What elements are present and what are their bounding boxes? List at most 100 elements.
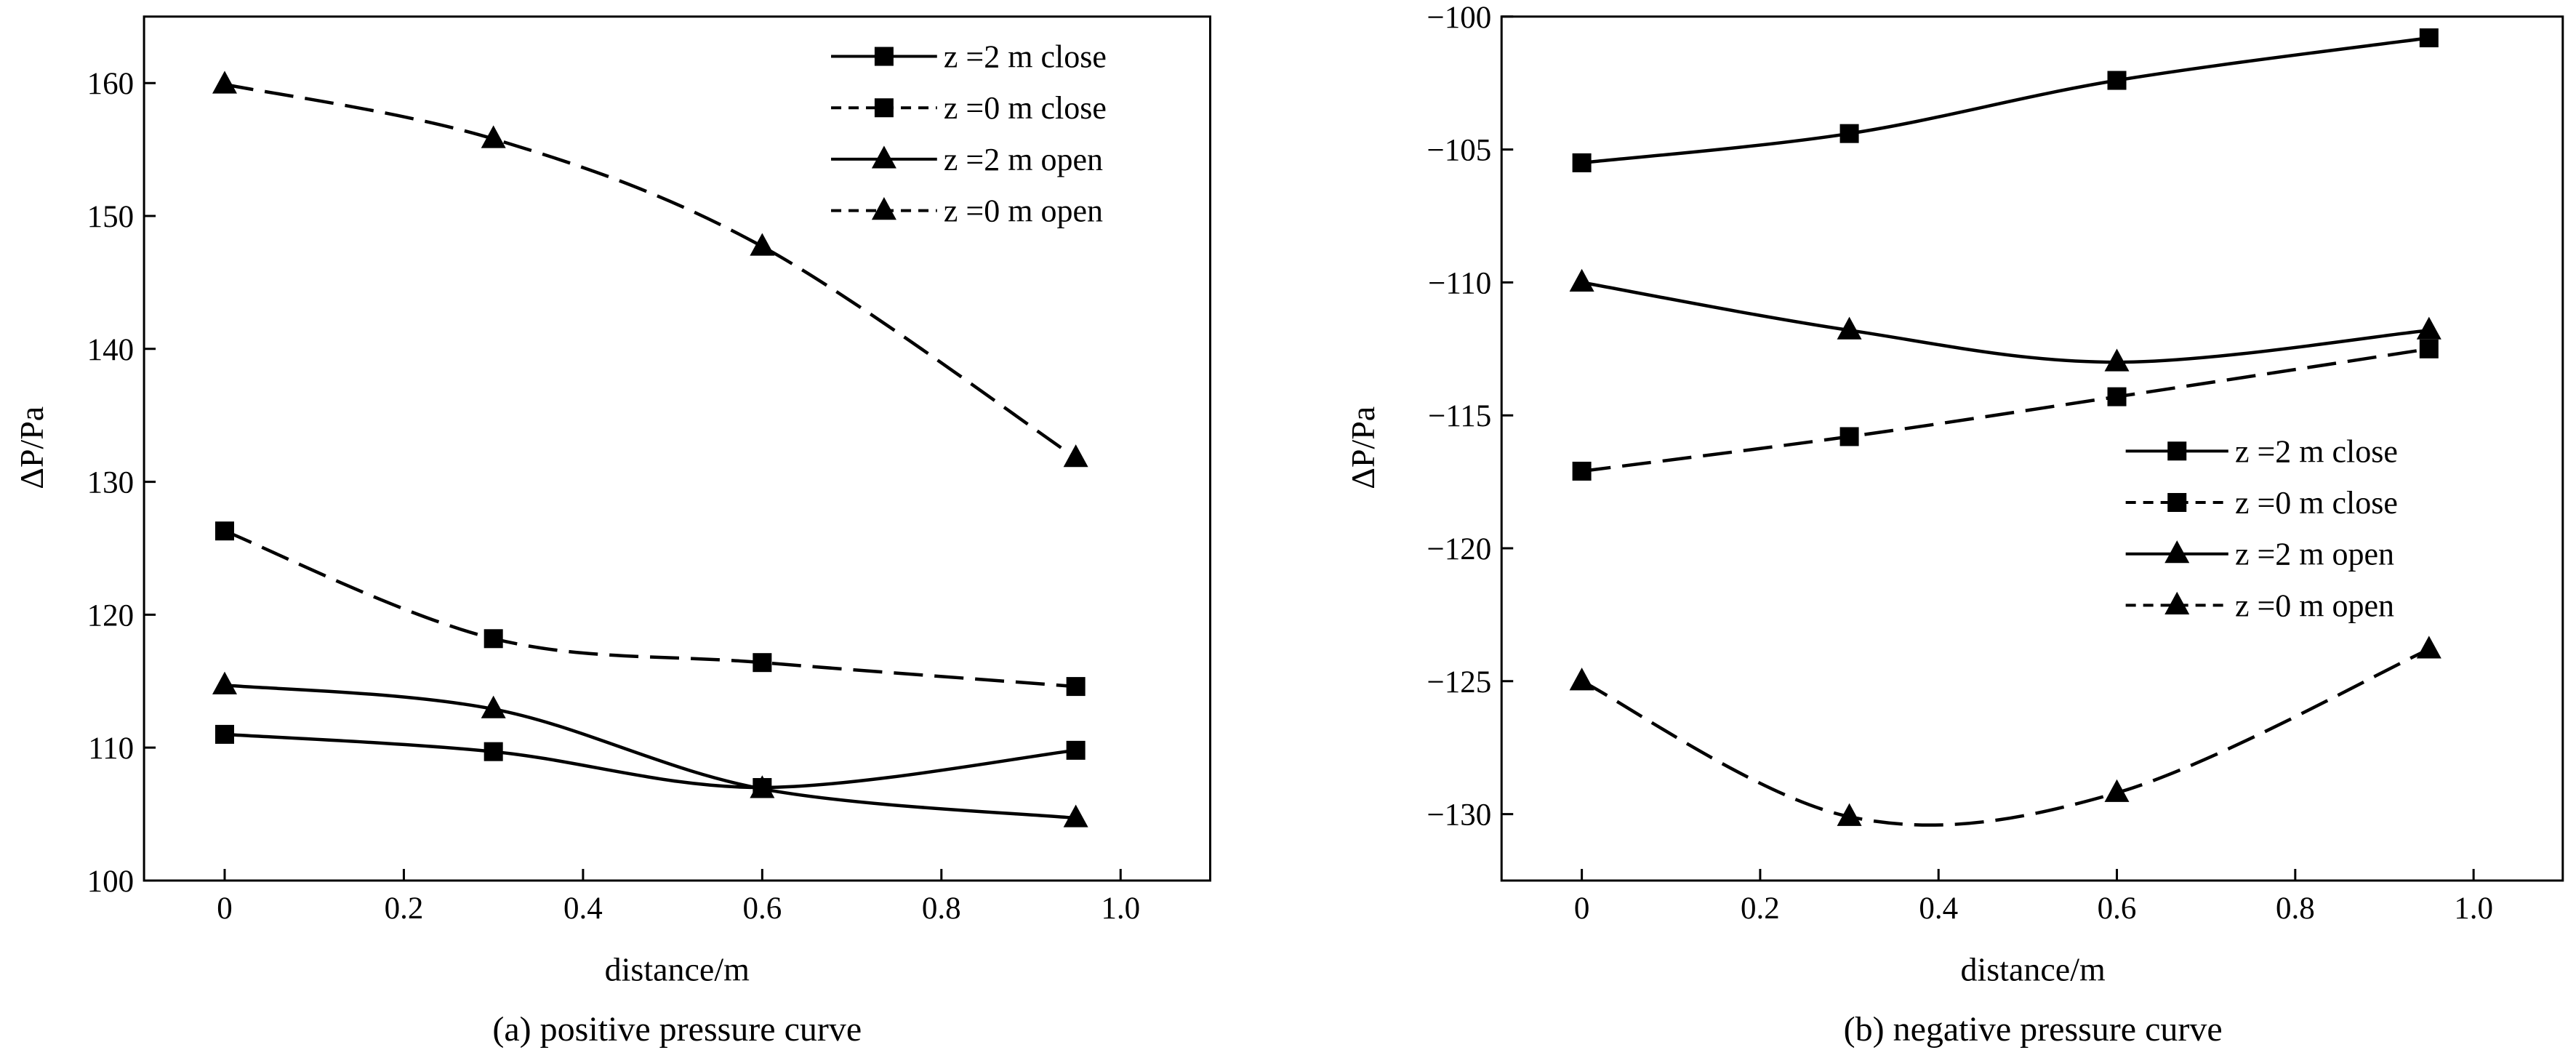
data-point-marker (1572, 153, 1592, 172)
x-tick-label: 1.0 (2454, 891, 2493, 926)
legend-marker (2164, 540, 2190, 564)
x-tick-label: 0.2 (1741, 891, 1780, 926)
data-point-marker (2416, 636, 2441, 659)
x-tick-label: 0.6 (2098, 891, 2137, 926)
y-tick-label: −120 (1427, 532, 1491, 566)
y-tick-label: 100 (87, 865, 135, 899)
data-point-marker (2104, 779, 2130, 802)
series-triangle-solid-2 (212, 671, 1088, 827)
data-point-marker (2419, 28, 2439, 48)
legend-entry-label: z =0 m close (2235, 485, 2398, 521)
x-tick-label: 0.2 (385, 891, 424, 926)
data-point-marker (212, 671, 238, 694)
legend-entry-label: z =2 m close (944, 39, 1107, 75)
x-tick-label: 0.4 (1919, 891, 1958, 926)
data-point-marker (1066, 740, 1086, 760)
series-line (1581, 281, 2430, 364)
y-tick-label: 120 (87, 598, 135, 633)
legend-entry-label: z =0 m open (944, 193, 1103, 229)
y-axis-label: ΔP/Pa (13, 406, 50, 489)
legend: z =2 m close z =0 m close z =2 m open z =0 … (831, 39, 1107, 229)
y-tick-label: 130 (87, 466, 135, 500)
data-point-marker (1572, 461, 1592, 481)
x-tick-label: 1.0 (1101, 891, 1140, 926)
data-point-marker (2107, 71, 2127, 90)
legend-entry-label: z =2 m close (2235, 433, 2398, 469)
x-tick-label: 0.8 (2276, 891, 2315, 926)
data-point-marker (2104, 348, 2130, 372)
data-point-marker (481, 125, 506, 148)
legend-entry-label: z =0 m open (2235, 588, 2394, 623)
series-square-dashed-1 (1572, 339, 2439, 481)
legend-entry-label: z =0 m close (944, 90, 1107, 126)
x-axis-label: distance/m (1961, 951, 2106, 988)
series-triangle-dashed-3 (1569, 636, 2441, 827)
y-tick-label: −125 (1427, 665, 1491, 700)
x-tick-label: 0.4 (563, 891, 603, 926)
series-triangle-dashed-3 (212, 71, 1088, 468)
data-point-marker (750, 233, 775, 256)
chart-caption: (b) negative pressure curve (1844, 1010, 2223, 1049)
series-line (224, 82, 1077, 460)
y-tick-label: 160 (87, 67, 135, 101)
plot-frame (143, 15, 1211, 882)
data-point-marker (481, 695, 506, 718)
series-line (1581, 36, 2430, 165)
x-tick-label: 0 (217, 891, 233, 926)
plot-frame (1500, 15, 2564, 882)
series-line (224, 732, 1076, 790)
data-point-marker (1837, 316, 1862, 340)
chart-panel-a: 0 0.2 0.4 0.6 0.8 1.0 100 110 120 130 140 150 160 dis… (13, 15, 1211, 1049)
legend-marker (2167, 441, 2187, 461)
chart-caption: (a) positive pressure curve (492, 1010, 862, 1049)
data-point-marker (215, 521, 235, 541)
y-tick-label: −110 (1428, 266, 1491, 300)
chart-panel-b: 0 0.2 0.4 0.6 0.8 1.0 −130 −125 −120 −115 −110 −105… (1344, 1, 2564, 1049)
series-square-solid-0 (1572, 28, 2439, 172)
data-point-marker (1569, 268, 1594, 292)
x-tick-label: 0 (1574, 891, 1590, 926)
legend-marker (874, 47, 894, 66)
data-point-marker (1837, 803, 1862, 826)
legend-marker (2167, 493, 2187, 513)
data-point-marker (212, 71, 238, 94)
y-tick-label: 150 (87, 200, 135, 234)
legend-marker (871, 197, 896, 220)
data-point-marker (1839, 124, 1859, 143)
legend-entry-label: z =2 m open (944, 142, 1103, 177)
x-tick-label: 0.6 (742, 891, 782, 926)
series-square-dashed-1 (215, 521, 1086, 697)
data-point-marker (483, 742, 503, 761)
y-axis-label: ΔP/Pa (1344, 406, 1381, 489)
data-point-marker (1569, 668, 1594, 691)
y-tick-label: −115 (1428, 399, 1491, 433)
data-point-marker (2107, 387, 2127, 406)
series-triangle-solid-2 (1569, 268, 2441, 372)
legend-marker (2164, 591, 2190, 615)
data-point-marker (1063, 804, 1088, 827)
data-point-marker (2416, 316, 2441, 340)
legend-marker (871, 145, 896, 169)
data-point-marker (753, 653, 772, 673)
data-point-marker (1063, 444, 1088, 468)
series-square-solid-0 (215, 724, 1086, 798)
data-point-marker (215, 724, 235, 744)
data-point-marker (483, 629, 503, 649)
y-tick-label: −105 (1427, 134, 1491, 168)
data-point-marker (1066, 677, 1086, 697)
series-line (224, 529, 1076, 689)
series-line (1581, 347, 2430, 473)
data-point-marker (2419, 339, 2439, 358)
y-tick-label: 140 (87, 333, 135, 367)
legend-marker (874, 98, 894, 118)
x-tick-label: 0.8 (922, 891, 961, 926)
series-line (1581, 647, 2430, 827)
y-tick-label: −130 (1427, 798, 1491, 833)
series-line (224, 684, 1076, 820)
y-tick-label: −100 (1427, 1, 1491, 35)
x-axis-label: distance/m (605, 951, 750, 988)
legend-entry-label: z =2 m open (2235, 537, 2394, 572)
data-point-marker (750, 775, 775, 798)
legend: z =2 m close z =0 m close z =2 m open z =0 … (2125, 433, 2398, 623)
